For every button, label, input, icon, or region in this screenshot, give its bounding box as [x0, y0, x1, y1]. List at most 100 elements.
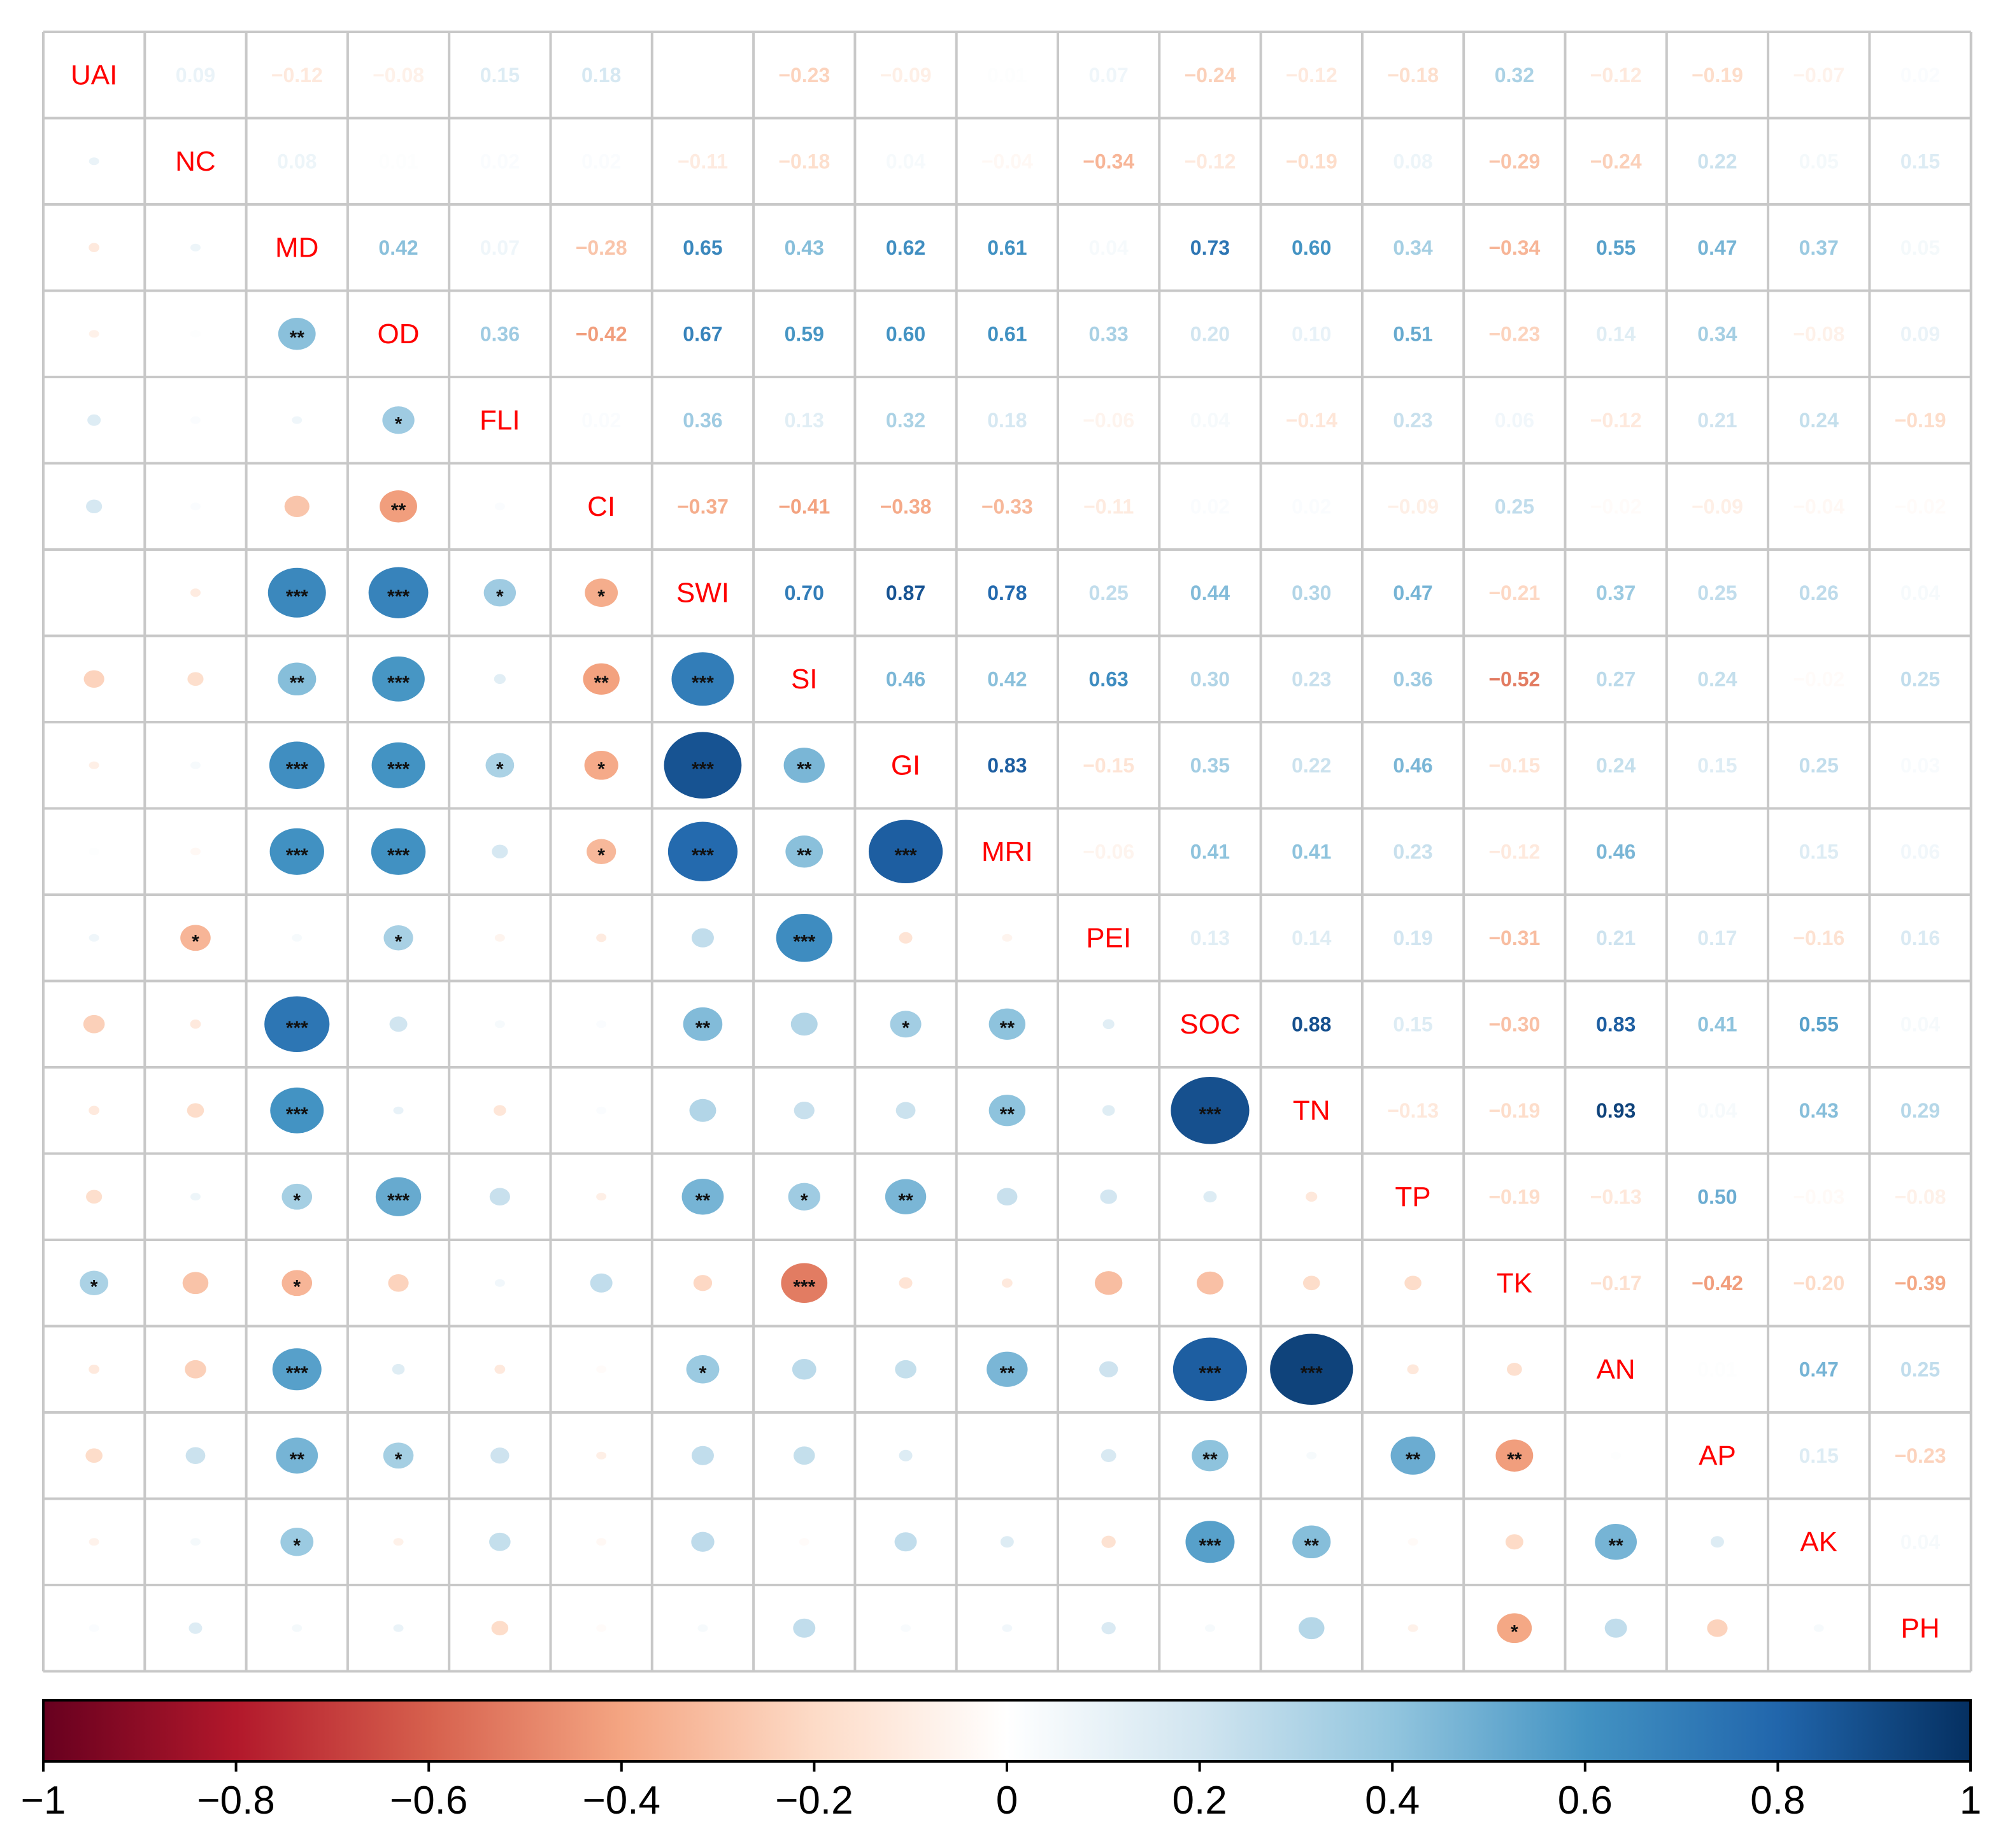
correlation-ellipse [1102, 1105, 1115, 1116]
variable-label-an: AN [1597, 1354, 1636, 1385]
correlation-ellipse [190, 761, 201, 769]
correlation-value: 0.60 [886, 322, 925, 345]
correlation-value: 0.67 [683, 322, 722, 345]
correlation-ellipse [494, 1365, 506, 1374]
correlation-value: 0.41 [1697, 1013, 1737, 1035]
correlation-ellipse [89, 1105, 100, 1115]
correlation-ellipse [388, 1274, 409, 1292]
correlation-ellipse [1002, 1624, 1013, 1632]
correlation-value: 0.78 [987, 581, 1027, 604]
correlation-value: −0.11 [678, 150, 728, 173]
variable-label-swi: SWI [676, 577, 729, 608]
correlation-ellipse [371, 742, 425, 788]
correlation-ellipse [89, 157, 99, 166]
correlation-ellipse [868, 820, 943, 884]
correlation-ellipse [1298, 1617, 1325, 1640]
significance-marker: * [597, 845, 605, 866]
correlation-ellipse [793, 1618, 816, 1638]
correlation-ellipse [190, 1020, 201, 1029]
correlation-ellipse [1404, 1276, 1422, 1291]
correlation-value: 0.27 [1596, 667, 1636, 690]
correlation-value: 0.01 [1697, 1358, 1737, 1381]
colorbar-tick-label: −0.2 [775, 1779, 853, 1823]
correlation-value: 0.21 [1596, 927, 1636, 949]
significance-marker: *** [1199, 1104, 1221, 1125]
correlation-ellipse [585, 578, 618, 607]
significance-marker: * [496, 586, 504, 607]
correlation-value: 0.25 [1900, 1358, 1940, 1381]
significance-marker: *** [387, 845, 410, 866]
correlation-value: 0.02 [480, 150, 520, 173]
correlation-ellipse [1306, 1451, 1317, 1460]
correlation-value: 0.02 [1292, 495, 1331, 518]
correlation-value: 0.50 [1697, 1185, 1737, 1208]
correlation-ellipse [89, 330, 99, 338]
correlation-value: 0.24 [1596, 754, 1636, 777]
colorbar-tick-label: −0.8 [197, 1779, 274, 1823]
correlation-value: −0.07 [1793, 64, 1844, 87]
correlation-value: −0.09 [880, 64, 932, 87]
correlation-ellipse [269, 828, 324, 875]
correlation-value: 0.47 [1697, 236, 1737, 259]
correlation-value: 0.61 [987, 236, 1027, 259]
variable-label-ci: CI [587, 491, 615, 522]
significance-marker: *** [286, 758, 308, 779]
correlation-ellipse [284, 495, 310, 518]
correlation-ellipse [494, 674, 506, 685]
correlation-ellipse [89, 1538, 99, 1546]
correlation-ellipse [292, 934, 303, 942]
correlation-ellipse [1497, 1613, 1532, 1644]
correlation-value: 0.15 [1393, 1013, 1432, 1035]
correlation-ellipse [1292, 1525, 1331, 1559]
correlation-ellipse [1408, 1538, 1418, 1546]
correlation-value: 0.23 [1393, 840, 1432, 863]
correlation-ellipse [794, 1101, 815, 1119]
correlation-value: −0.12 [1488, 840, 1540, 863]
significance-marker: *** [692, 672, 714, 693]
correlation-ellipse [89, 848, 99, 856]
correlation-ellipse [1302, 1276, 1320, 1291]
variable-label-soc: SOC [1180, 1009, 1240, 1040]
correlation-value: 0.04 [1190, 409, 1230, 432]
correlation-ellipse [587, 839, 617, 865]
correlation-ellipse [383, 925, 413, 951]
correlation-ellipse [189, 1622, 203, 1634]
correlation-value: 0.62 [886, 236, 925, 259]
variable-label-fli: FLI [480, 404, 520, 436]
correlation-value: 0.06 [1495, 409, 1534, 432]
correlation-value: 0.04 [1900, 581, 1940, 604]
correlation-ellipse [1408, 1624, 1418, 1632]
correlation-value: −0.12 [1590, 64, 1642, 87]
variable-label-pei: PEI [1086, 922, 1131, 953]
correlation-ellipse [596, 1365, 607, 1374]
correlation-value: 0.47 [1799, 1358, 1839, 1381]
correlation-ellipse [491, 1621, 509, 1636]
correlation-ellipse [270, 1087, 324, 1134]
correlation-value: −0.13 [1590, 1185, 1642, 1208]
grid-layer [42, 31, 1972, 1673]
correlation-value: 0.08 [277, 150, 317, 173]
correlation-value: 0.25 [1495, 495, 1534, 518]
correlation-ellipse [885, 1179, 927, 1214]
correlation-value: 0.61 [987, 322, 1027, 345]
correlation-value: 0.15 [1799, 1444, 1839, 1467]
correlation-ellipse [490, 1447, 510, 1464]
significance-marker: * [395, 1449, 403, 1470]
correlation-ellipse [691, 1532, 715, 1552]
correlation-ellipse [80, 1270, 109, 1295]
correlation-ellipse [89, 1365, 100, 1374]
correlation-value: −0.04 [1793, 495, 1844, 518]
correlation-value: −0.08 [1793, 322, 1844, 345]
correlation-ellipse [180, 925, 211, 951]
correlation-value: 0.32 [1495, 64, 1534, 87]
correlation-ellipse [86, 1190, 103, 1204]
correlation-value: −0.20 [1793, 1272, 1844, 1295]
correlation-value: −0.12 [1590, 409, 1642, 432]
correlation-ellipse [368, 567, 429, 618]
significance-marker: *** [1199, 1535, 1221, 1556]
correlation-value: 0.37 [1596, 581, 1636, 604]
significance-marker: *** [1301, 1363, 1323, 1384]
correlation-ellipse [776, 913, 832, 962]
correlation-value: 0.36 [480, 322, 520, 345]
correlation-ellipse [89, 1624, 99, 1632]
